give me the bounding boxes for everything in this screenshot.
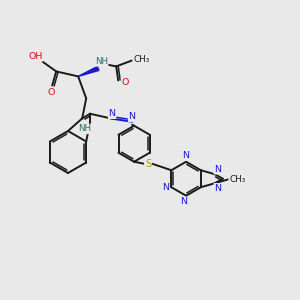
Text: CH₃: CH₃ — [133, 55, 149, 64]
Text: N: N — [214, 184, 221, 193]
Text: N: N — [181, 197, 188, 206]
Text: S: S — [145, 159, 151, 169]
Text: N: N — [109, 109, 116, 118]
Text: OH: OH — [28, 52, 42, 61]
Text: CH₃: CH₃ — [229, 175, 245, 184]
Text: N: N — [129, 112, 136, 121]
Text: N: N — [183, 151, 190, 160]
Text: N: N — [214, 165, 221, 174]
Text: NH: NH — [78, 124, 92, 134]
Polygon shape — [78, 66, 99, 76]
Text: NH: NH — [94, 57, 108, 66]
Text: O: O — [47, 88, 55, 97]
Text: N: N — [162, 183, 169, 192]
Text: O: O — [122, 78, 129, 87]
